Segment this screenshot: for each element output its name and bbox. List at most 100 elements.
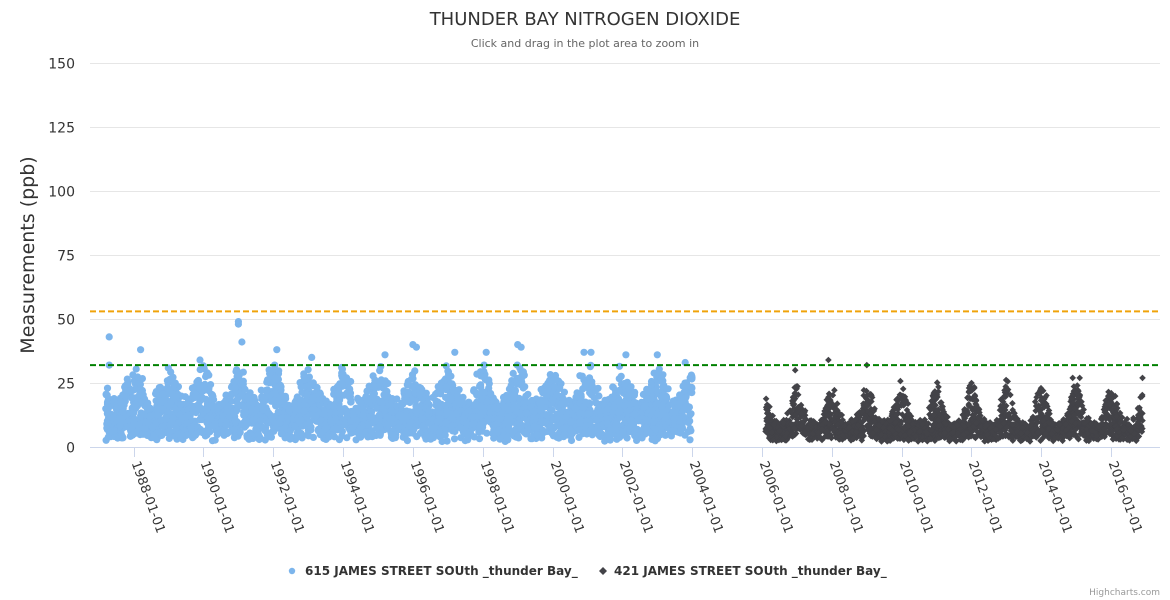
data-point (190, 394, 199, 402)
data-point (354, 396, 362, 404)
data-point (222, 421, 230, 429)
data-point (547, 422, 555, 430)
data-point (381, 351, 389, 359)
y-tick-label: 0 (66, 441, 75, 457)
data-point (509, 369, 517, 377)
data-point (158, 422, 166, 430)
data-point (257, 386, 265, 394)
data-point (576, 419, 584, 427)
data-point (102, 405, 110, 413)
data-point (451, 348, 459, 356)
data-point (592, 398, 600, 406)
data-point (622, 351, 630, 359)
data-point (213, 431, 221, 439)
data-point (688, 374, 696, 382)
data-point (201, 380, 209, 388)
data-point (412, 408, 420, 416)
data-point (505, 426, 513, 434)
data-point (473, 370, 481, 378)
data-point (496, 415, 504, 423)
data-point (227, 391, 236, 399)
data-point (335, 436, 343, 444)
data-point (166, 421, 174, 429)
data-point (130, 417, 138, 425)
chart-subtitle: Click and drag in the plot area to zoom … (471, 37, 699, 50)
data-point (132, 401, 140, 409)
data-point (137, 346, 145, 354)
data-point (517, 367, 525, 375)
data-point (275, 419, 283, 427)
data-point (551, 371, 560, 380)
data-point (105, 428, 113, 436)
data-point (454, 395, 462, 403)
data-point (638, 434, 646, 442)
plot-area[interactable] (102, 318, 1146, 446)
data-point (659, 377, 667, 385)
data-point (434, 398, 442, 406)
data-point (655, 365, 663, 373)
data-point (169, 373, 177, 381)
data-point (469, 420, 477, 428)
data-point (449, 386, 457, 394)
data-point (442, 393, 450, 402)
data-point (640, 403, 648, 411)
data-point (1009, 400, 1016, 407)
data-point (359, 411, 367, 419)
data-point (567, 418, 575, 426)
data-point (261, 427, 269, 435)
data-point (402, 429, 410, 437)
data-point (442, 401, 450, 410)
data-point (259, 400, 267, 408)
data-point (143, 431, 151, 439)
data-point (470, 433, 478, 441)
data-point (182, 431, 190, 439)
data-point (371, 376, 379, 384)
data-point (331, 416, 339, 424)
data-point (530, 422, 538, 431)
data-point (242, 422, 250, 430)
chart-title: THUNDER BAY NITROGEN DIOXIDE (429, 9, 741, 30)
data-point (416, 390, 424, 398)
data-point (477, 381, 485, 389)
data-point (238, 338, 246, 346)
data-point (762, 395, 770, 403)
data-point (661, 431, 670, 439)
data-point (484, 415, 492, 423)
data-point (170, 381, 178, 389)
data-point (338, 380, 346, 388)
data-point (550, 383, 558, 391)
data-point (503, 394, 511, 402)
data-point (609, 383, 617, 391)
data-point (135, 391, 143, 399)
data-point (105, 333, 113, 341)
data-point (648, 435, 656, 443)
data-point (619, 428, 627, 436)
data-point (549, 416, 557, 424)
data-point (293, 429, 301, 437)
data-point (231, 417, 240, 425)
data-point (411, 397, 419, 405)
data-point (325, 433, 333, 441)
data-point (427, 432, 435, 440)
data-point (309, 394, 317, 402)
y-tick-label: 100 (48, 185, 75, 201)
data-point (490, 434, 498, 442)
data-point (603, 420, 611, 428)
data-point (132, 365, 140, 373)
data-point (555, 434, 563, 442)
data-point (177, 400, 185, 408)
data-point (403, 381, 411, 389)
data-point (235, 371, 243, 379)
data-point (241, 405, 249, 413)
data-point (170, 393, 178, 401)
data-point (264, 376, 272, 384)
data-point (669, 408, 678, 416)
data-point (557, 400, 565, 408)
data-point (451, 427, 459, 436)
data-point (490, 404, 499, 412)
data-point (658, 401, 666, 410)
data-point (379, 404, 387, 412)
data-point (441, 431, 449, 439)
